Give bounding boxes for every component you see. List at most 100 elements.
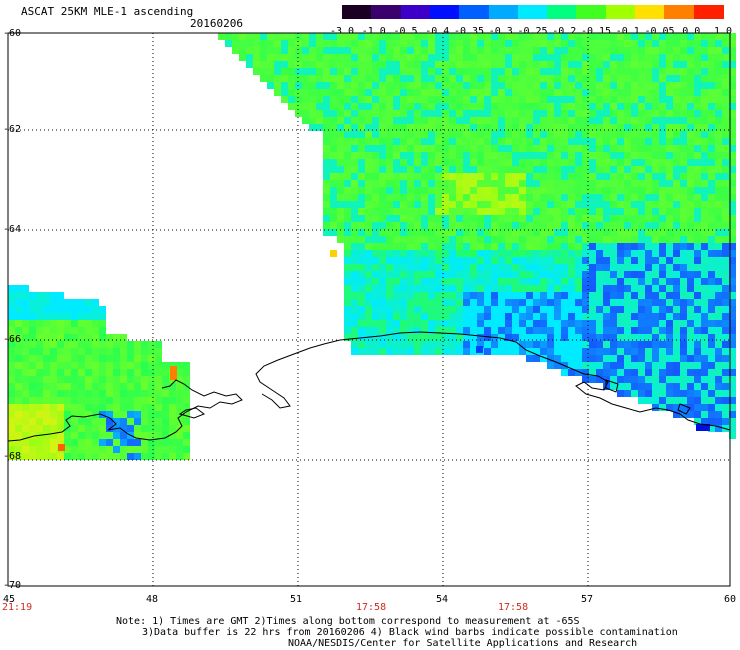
data-cell [155, 383, 162, 390]
data-cell [652, 257, 659, 264]
data-cell [470, 68, 477, 75]
data-cell [526, 152, 533, 159]
data-cell [50, 453, 57, 460]
data-cell [484, 285, 491, 292]
data-cell [589, 264, 596, 271]
data-cell [582, 243, 589, 250]
data-cell [498, 236, 505, 243]
data-cell [708, 96, 715, 103]
data-cell [8, 292, 15, 299]
data-cell [638, 362, 645, 369]
data-cell [575, 313, 582, 320]
data-cell [505, 306, 512, 313]
data-cell [113, 362, 120, 369]
data-cell [442, 292, 449, 299]
data-cell [617, 362, 624, 369]
data-cell [477, 89, 484, 96]
data-cell [526, 75, 533, 82]
graticule [8, 33, 730, 586]
data-cell [50, 348, 57, 355]
data-cell [148, 362, 155, 369]
data-cell [694, 201, 701, 208]
data-cell [365, 166, 372, 173]
data-cell [547, 355, 554, 362]
data-cell [568, 110, 575, 117]
data-cell [512, 243, 519, 250]
data-cell [155, 425, 162, 432]
data-cell [372, 145, 379, 152]
data-cell [617, 334, 624, 341]
data-cell [589, 33, 596, 40]
lat-label-60: -60 [3, 28, 22, 39]
data-cell [309, 68, 316, 75]
data-cell [519, 208, 526, 215]
data-cell [512, 208, 519, 215]
data-cell [477, 201, 484, 208]
data-cell [449, 61, 456, 68]
data-cell [519, 306, 526, 313]
data-cell [442, 110, 449, 117]
data-cell [722, 278, 729, 285]
data-cell [414, 285, 421, 292]
data-cell [540, 159, 547, 166]
data-cell [533, 96, 540, 103]
data-cell [29, 418, 36, 425]
data-cell [421, 201, 428, 208]
data-cell [323, 40, 330, 47]
data-cell [183, 390, 190, 397]
data-cell [596, 103, 603, 110]
data-cell [393, 68, 400, 75]
data-cell [533, 61, 540, 68]
data-cell [372, 201, 379, 208]
data-cell [659, 334, 666, 341]
data-cell [533, 250, 540, 257]
data-cell-accent [476, 346, 483, 353]
data-cell [337, 117, 344, 124]
data-cell [43, 425, 50, 432]
data-cell [645, 40, 652, 47]
data-cell [715, 355, 722, 362]
data-cell [330, 215, 337, 222]
data-cell [624, 89, 631, 96]
data-cell [617, 264, 624, 271]
data-cell [337, 187, 344, 194]
data-cell [652, 313, 659, 320]
data-cell [533, 180, 540, 187]
data-cell [379, 215, 386, 222]
data-cell [610, 33, 617, 40]
data-cell [358, 257, 365, 264]
data-cell [85, 376, 92, 383]
data-cell [575, 243, 582, 250]
data-cell [505, 201, 512, 208]
data-cell [22, 313, 29, 320]
data-cell [722, 320, 729, 327]
data-cell [561, 341, 568, 348]
data-cell [421, 250, 428, 257]
data-cell [71, 390, 78, 397]
data-cell [351, 180, 358, 187]
data-cell [694, 264, 701, 271]
data-cell [71, 418, 78, 425]
data-cell [15, 446, 22, 453]
data-cell [512, 166, 519, 173]
data-cell [533, 75, 540, 82]
data-cell [694, 285, 701, 292]
data-cell [575, 215, 582, 222]
data-cell [673, 292, 680, 299]
data-cell [596, 61, 603, 68]
data-cell [673, 348, 680, 355]
data-cell [414, 110, 421, 117]
data-cell [568, 117, 575, 124]
data-cell [477, 173, 484, 180]
data-cell [64, 313, 71, 320]
data-cell [449, 306, 456, 313]
data-cell [533, 257, 540, 264]
data-cell [134, 348, 141, 355]
data-cell [267, 75, 274, 82]
data-cell [8, 306, 15, 313]
data-cell [15, 313, 22, 320]
data-cell [344, 33, 351, 40]
data-cell [344, 194, 351, 201]
data-cell [554, 131, 561, 138]
data-cell [694, 138, 701, 145]
